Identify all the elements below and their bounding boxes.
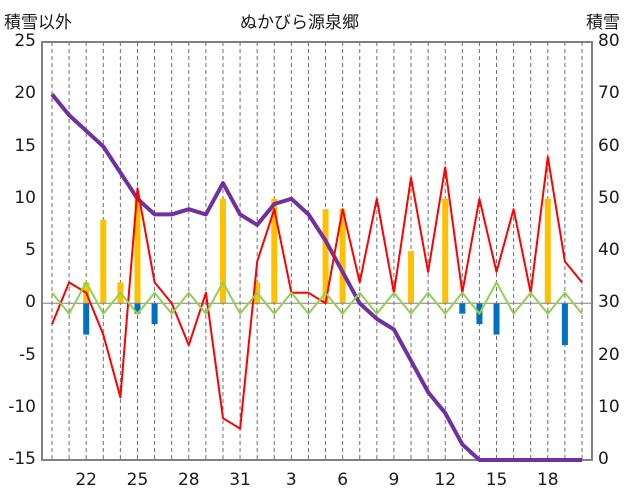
bar xyxy=(219,198,226,304)
y-tick-right: 0 xyxy=(598,449,609,469)
x-tick: 12 xyxy=(434,470,457,490)
chart-title: ぬかびら源泉郷 xyxy=(240,13,359,33)
bar xyxy=(339,209,346,304)
x-tick: 3 xyxy=(285,470,297,490)
y-tick-left: 15 xyxy=(14,135,36,156)
bar xyxy=(151,303,158,325)
y-tick-right: 80 xyxy=(598,31,620,51)
line-series xyxy=(50,93,583,462)
x-tick: 15 xyxy=(485,470,508,490)
y-tick-left: 5 xyxy=(25,240,36,260)
bar xyxy=(134,198,141,304)
y-tick-right: 50 xyxy=(598,187,620,208)
x-tick: 18 xyxy=(536,470,559,490)
y-tick-right: 30 xyxy=(598,292,620,313)
x-tick: 31 xyxy=(229,470,251,490)
bar xyxy=(459,303,466,314)
x-tick: 6 xyxy=(337,470,349,490)
y-tick-left: -5 xyxy=(19,344,36,365)
bar xyxy=(442,198,449,304)
y-tick-right: 40 xyxy=(598,240,620,260)
bar xyxy=(100,219,107,304)
right-axis-label: 積雪 xyxy=(586,13,620,33)
bar xyxy=(134,303,141,314)
plot-area xyxy=(41,41,593,461)
y-tick-right: 10 xyxy=(598,396,620,417)
y-tick-left: 0 xyxy=(25,292,36,313)
y-tick-left: 25 xyxy=(14,31,36,51)
x-tick: 28 xyxy=(177,470,200,490)
series-line xyxy=(51,281,583,315)
y-tick-right: 70 xyxy=(598,83,620,104)
bar xyxy=(544,198,551,304)
y-tick-left: -10 xyxy=(8,396,36,417)
bar xyxy=(322,209,329,304)
y-tick-right: 60 xyxy=(598,135,620,156)
bar xyxy=(408,251,415,304)
series-line xyxy=(51,155,583,430)
bar xyxy=(271,198,278,304)
x-tick: 9 xyxy=(388,470,400,490)
y-tick-left: -15 xyxy=(8,449,36,469)
bar xyxy=(493,303,500,335)
y-tick-left: 20 xyxy=(14,83,36,104)
x-tick: 25 xyxy=(126,470,149,490)
bar xyxy=(83,303,90,335)
x-tick: 22 xyxy=(75,470,97,490)
bar xyxy=(561,303,568,346)
y-tick-right: 20 xyxy=(598,344,620,365)
left-axis-label: 積雪以外 xyxy=(4,13,72,33)
y-tick-left: 10 xyxy=(14,187,36,208)
